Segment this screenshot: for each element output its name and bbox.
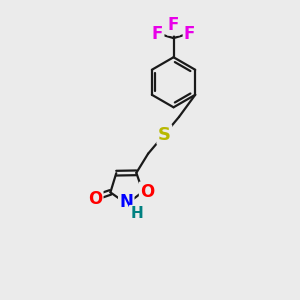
Text: F: F: [152, 25, 163, 43]
Text: S: S: [158, 125, 171, 143]
Text: O: O: [88, 190, 102, 208]
Text: H: H: [130, 206, 143, 221]
Text: N: N: [119, 194, 133, 211]
Text: F: F: [168, 16, 179, 34]
Text: F: F: [184, 25, 195, 43]
Text: O: O: [140, 183, 154, 201]
